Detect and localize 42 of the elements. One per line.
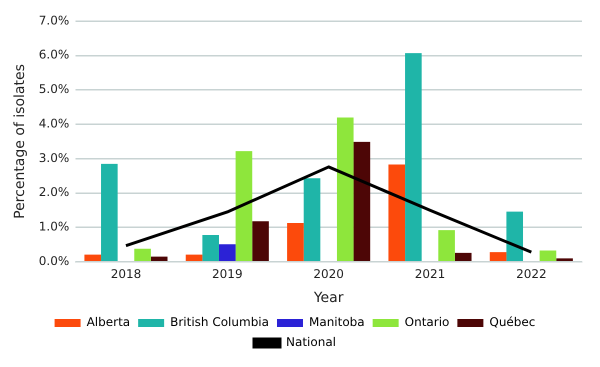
bar	[336, 117, 354, 262]
x-tick-label: 2021	[414, 267, 446, 282]
bar	[304, 178, 320, 262]
legend-label: Alberta	[86, 315, 130, 330]
y-tick-label: 3.0%	[38, 150, 70, 165]
bar	[101, 164, 118, 262]
y-tick-label: 4.0%	[38, 116, 70, 130]
legend-label: British Columbia	[170, 315, 270, 330]
bar	[218, 244, 236, 262]
bar	[506, 212, 524, 262]
bar	[186, 254, 202, 262]
y-tick-label: 6.0%	[38, 48, 70, 62]
y-tick-label: 2.0%	[38, 185, 70, 200]
y-tick-label: 0.0%	[38, 254, 70, 268]
legend-label: Ontario	[404, 315, 450, 330]
legend-label: Québec	[489, 315, 536, 330]
bar	[388, 164, 406, 262]
bar	[556, 258, 573, 262]
bar	[236, 151, 252, 262]
legend-label: Manitoba	[308, 315, 365, 330]
bar	[134, 248, 151, 262]
y-tick-label: 5.0%	[38, 82, 70, 96]
x-tick-label: 2019	[212, 267, 243, 282]
bar	[287, 222, 304, 262]
legend-label: National	[286, 335, 336, 350]
bar	[405, 53, 422, 262]
y-tick-label: 7.0%	[38, 13, 70, 28]
bar	[454, 252, 472, 262]
bar	[354, 142, 370, 262]
y-axis-title: Percentage of isolates	[12, 64, 28, 219]
bar	[490, 252, 506, 262]
bar	[438, 230, 455, 262]
y-tick-label: 1.0%	[38, 220, 70, 234]
bar	[150, 256, 168, 262]
bar	[84, 254, 102, 262]
bar	[540, 250, 556, 262]
bar	[252, 221, 269, 262]
bar	[202, 234, 219, 262]
x-axis-title: Year	[312, 290, 344, 306]
x-tick-label: 2018	[110, 267, 142, 282]
x-tick-label: 2022	[516, 267, 547, 282]
x-tick-label: 2020	[313, 267, 344, 282]
